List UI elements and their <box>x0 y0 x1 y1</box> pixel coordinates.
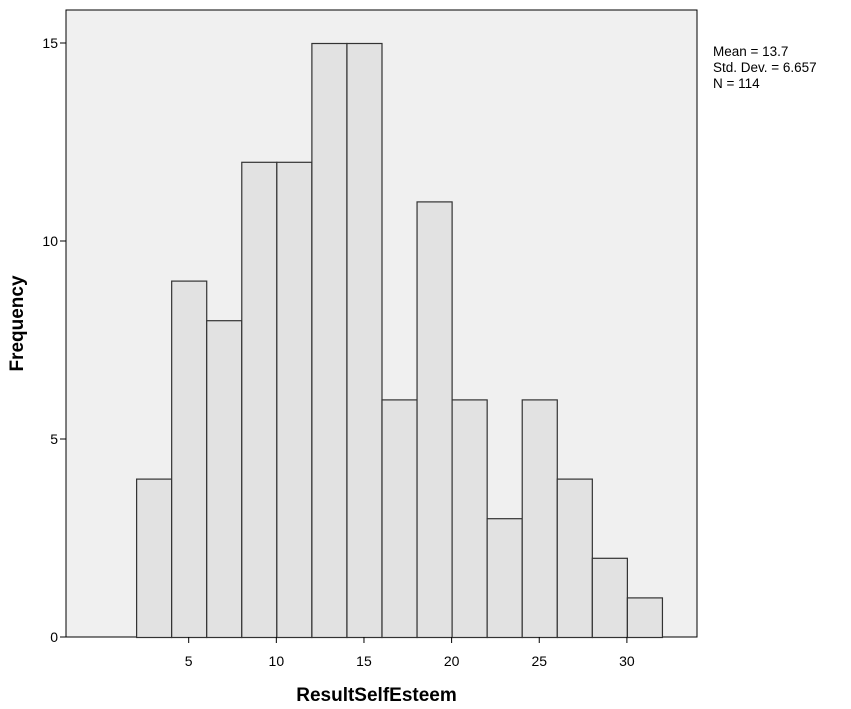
y-tick-label-15: 15 <box>42 35 58 51</box>
mean-label: Mean = 13.7 <box>713 44 789 59</box>
x-tick-label-30: 30 <box>619 653 635 669</box>
x-tick-label-5: 5 <box>185 653 193 669</box>
histogram-bar-5 <box>311 42 348 639</box>
histogram-bar-0 <box>136 478 173 639</box>
bars-group <box>136 42 664 639</box>
y-axis-title: Frequency <box>7 275 28 372</box>
histogram-bar-1 <box>171 280 208 639</box>
x-axis-title: ResultSelfEsteem <box>296 685 457 706</box>
x-tick-label-20: 20 <box>444 653 460 669</box>
x-tick-label-10: 10 <box>269 653 285 669</box>
histogram-bar-3 <box>241 161 278 639</box>
histogram-bar-8 <box>416 201 453 639</box>
histogram-bar-14 <box>626 597 664 639</box>
n-label: N = 114 <box>713 76 760 91</box>
y-tick-label-10: 10 <box>42 233 58 249</box>
histogram-bar-10 <box>486 518 523 639</box>
histogram-bar-2 <box>206 320 243 639</box>
y-tick-label-5: 5 <box>50 431 58 447</box>
std-dev-label: Std. Dev. = 6.657 <box>713 60 817 75</box>
axes-group: 5 10 15 20 25 30 0 5 10 15 <box>42 35 634 669</box>
histogram-bar-9 <box>451 399 488 639</box>
histogram-bar-7 <box>381 399 418 639</box>
summary-statistics: Mean = 13.7 Std. Dev. = 6.657 N = 114 <box>713 44 817 92</box>
y-tick-label-0: 0 <box>50 629 58 645</box>
histogram-bar-6 <box>346 42 383 639</box>
histogram-bar-11 <box>521 399 558 639</box>
x-tick-label-15: 15 <box>356 653 372 669</box>
x-tick-label-25: 25 <box>531 653 547 669</box>
histogram-bar-4 <box>276 161 313 639</box>
histogram-bar-12 <box>556 478 593 639</box>
histogram-bar-13 <box>591 557 628 639</box>
